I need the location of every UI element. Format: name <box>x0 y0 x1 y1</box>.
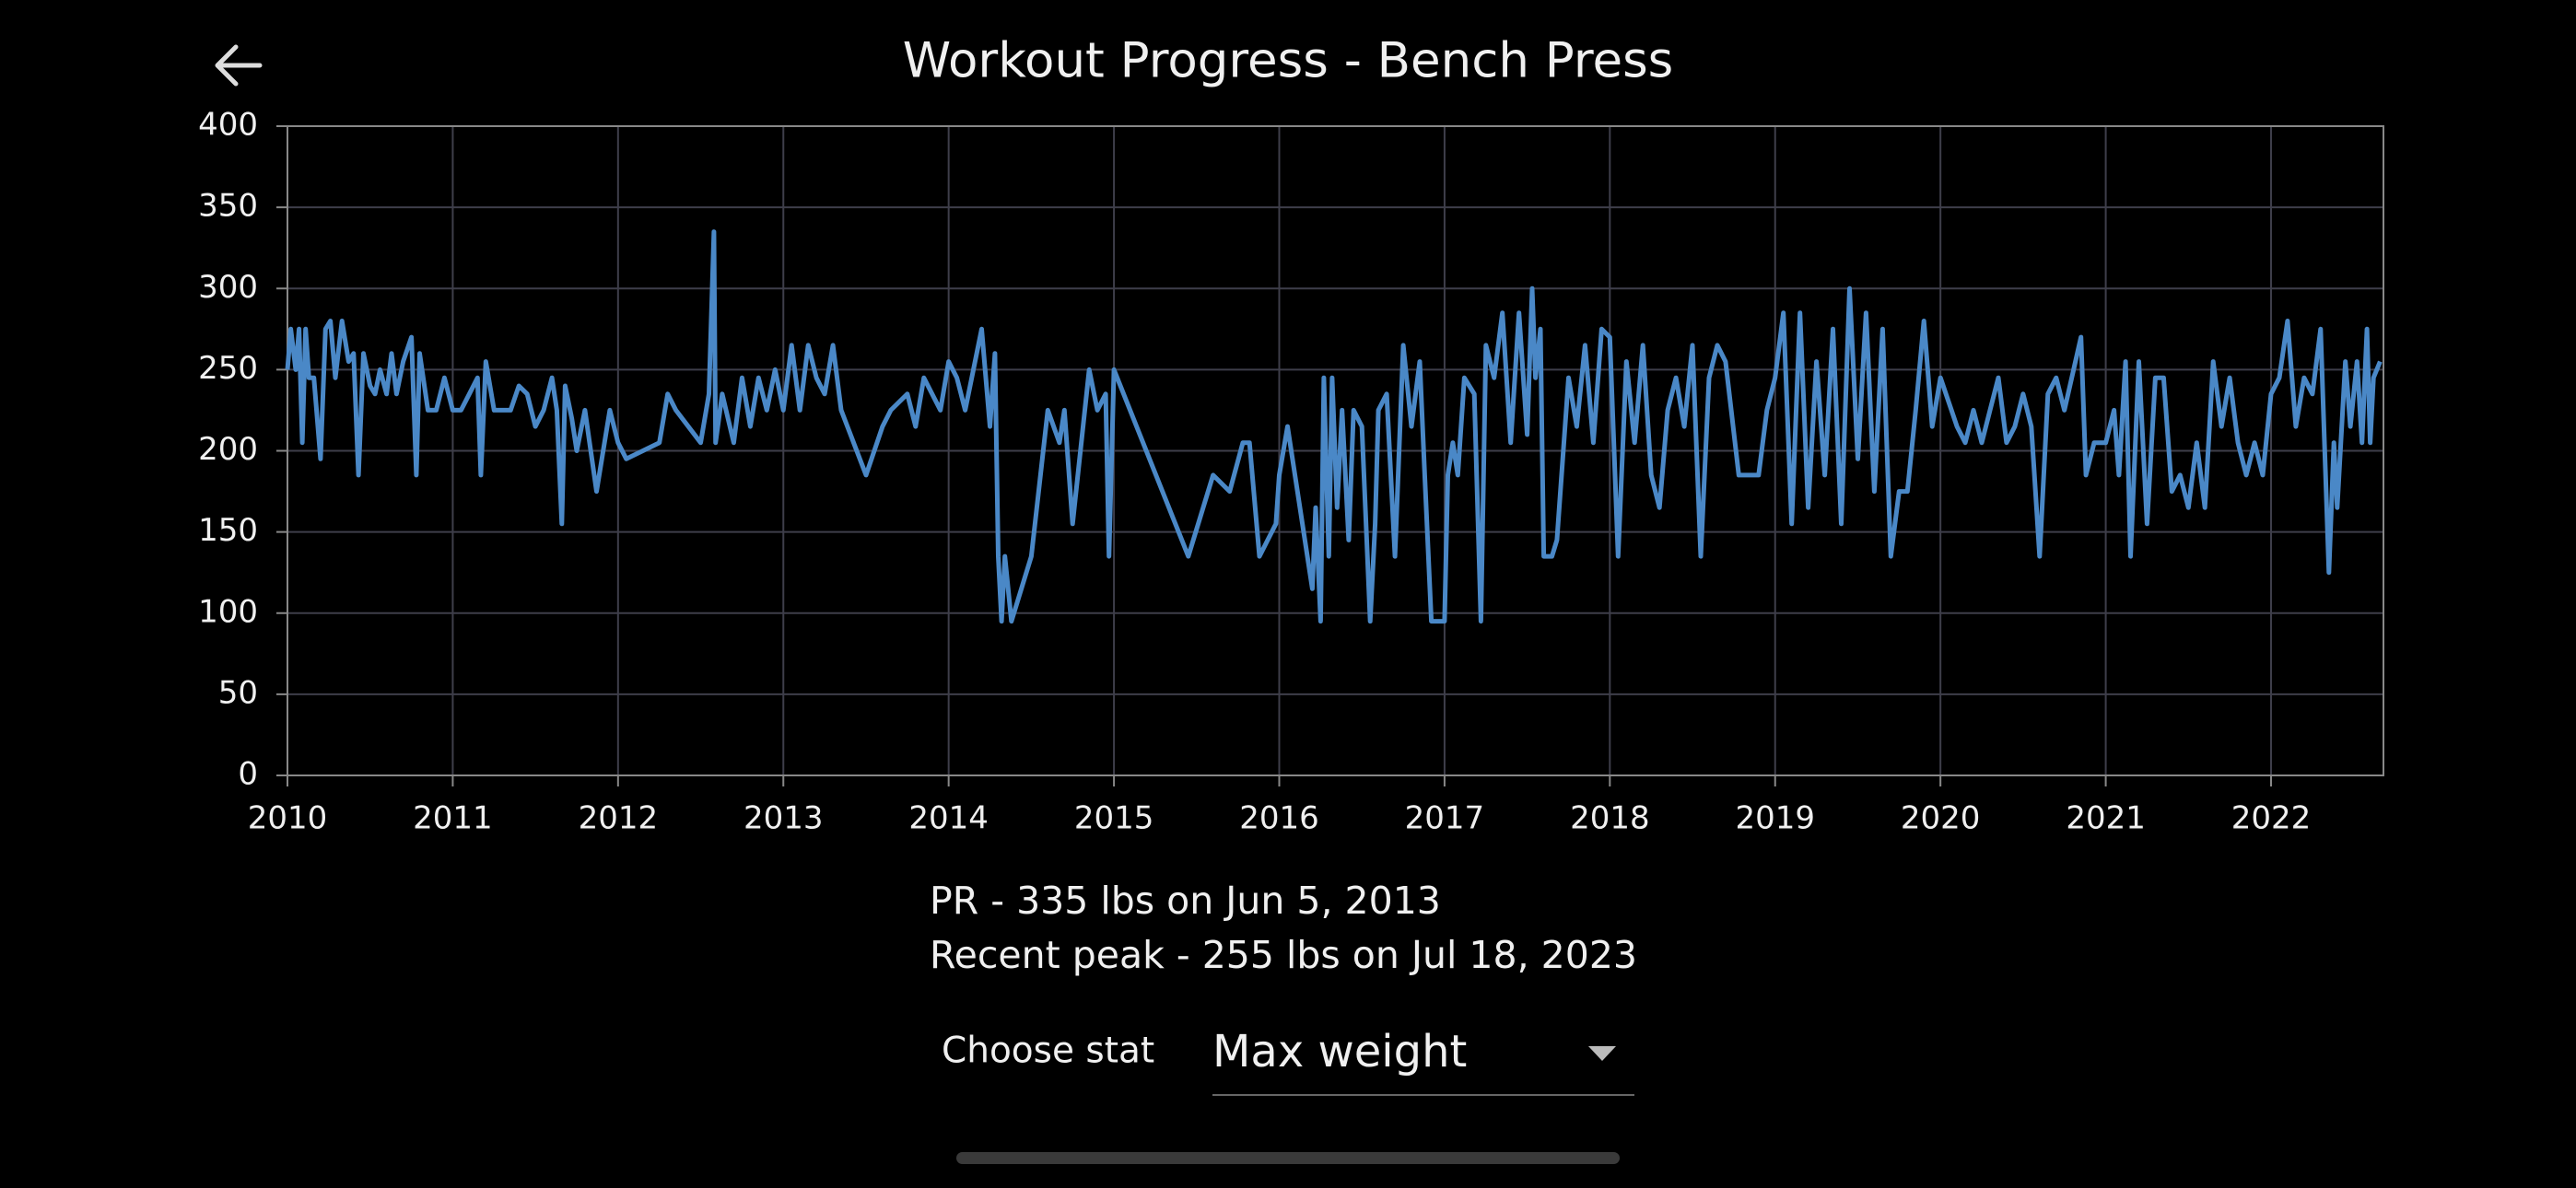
x-tick-label: 2011 <box>413 800 493 837</box>
y-tick-label: 0 <box>238 756 258 793</box>
back-button[interactable] <box>215 44 263 87</box>
x-tick-label: 2022 <box>2231 800 2312 837</box>
stat-label: Choose stat <box>942 1031 1154 1072</box>
y-tick-label: 200 <box>198 431 258 468</box>
home-indicator <box>956 1152 1620 1164</box>
data-line <box>285 229 2383 624</box>
y-tick-label: 250 <box>198 350 258 387</box>
x-tick-label: 2012 <box>579 800 659 837</box>
x-tick-label: 2018 <box>1570 800 1650 837</box>
y-tick-label: 400 <box>198 107 258 144</box>
stat-dropdown[interactable]: Max weight <box>1212 1026 1634 1096</box>
x-tick-label: 2021 <box>2066 800 2146 837</box>
y-tick-label: 150 <box>198 512 258 549</box>
x-tick-label: 2016 <box>1239 800 1319 837</box>
pr-text: PR - 335 lbs on Jun 5, 2013 <box>930 879 1441 923</box>
x-tick-label: 2017 <box>1405 800 1485 837</box>
y-tick-label: 50 <box>218 674 258 711</box>
dropdown-arrow[interactable] <box>1588 1046 1616 1061</box>
chart-title: Workout Progress - Bench Press <box>903 33 1674 89</box>
x-tick-label: 2019 <box>1735 800 1815 837</box>
y-tick-label: 300 <box>198 269 258 306</box>
x-tick-label: 2020 <box>1901 800 1981 837</box>
y-tick-label: 350 <box>198 188 258 225</box>
x-tick-label: 2014 <box>908 800 989 837</box>
x-tick-label: 2013 <box>744 800 824 837</box>
y-tick-label: 100 <box>198 593 258 630</box>
recent-peak-text: Recent peak - 255 lbs on Jul 18, 2023 <box>930 933 1637 977</box>
dropdown-value[interactable]: Max weight <box>1212 1026 1467 1077</box>
plot-frame <box>287 125 2384 776</box>
x-tick-label: 2010 <box>248 800 328 837</box>
x-tick-label: 2015 <box>1074 800 1154 837</box>
